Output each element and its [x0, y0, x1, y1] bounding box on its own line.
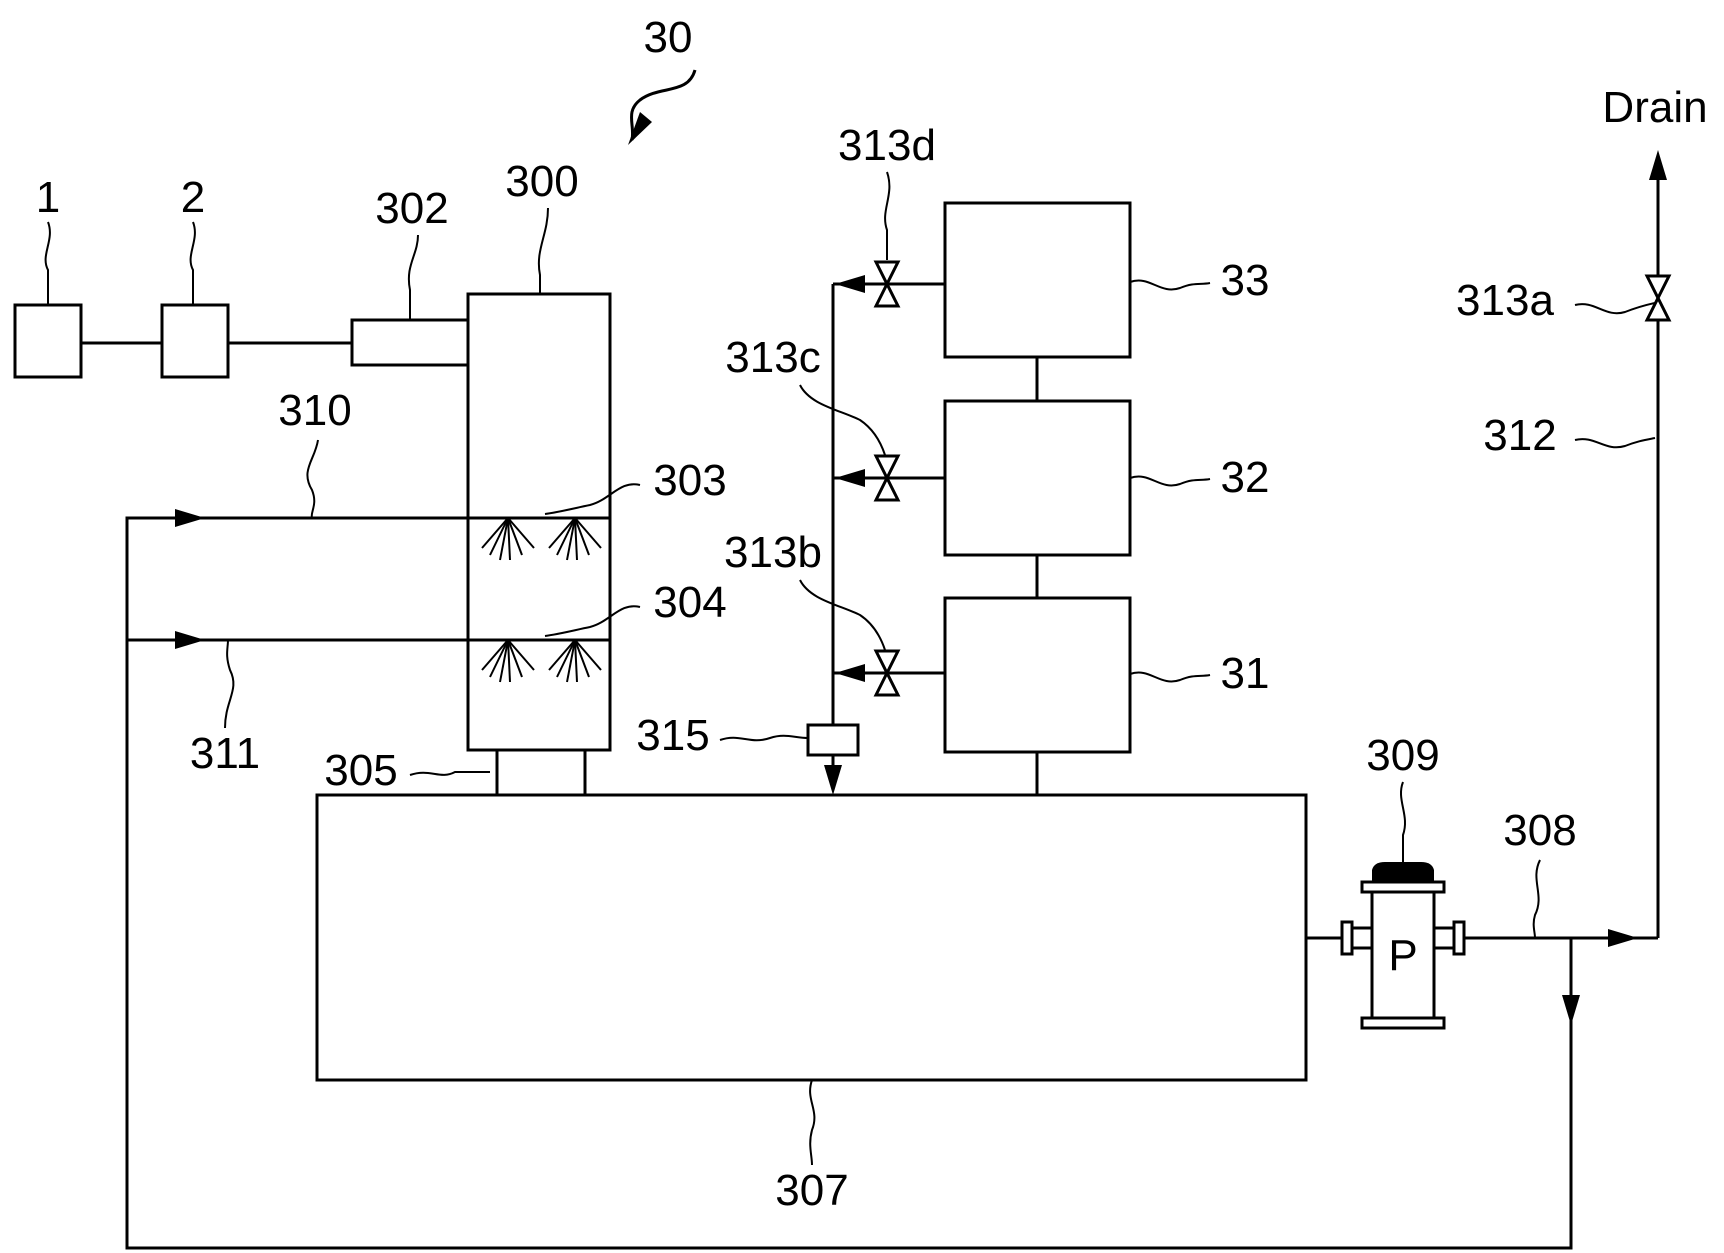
label-307: 307 — [775, 1166, 848, 1215]
leader-312 — [1575, 438, 1655, 447]
leader-309 — [1401, 782, 1405, 862]
leader-unit-2 — [191, 222, 195, 305]
pump-top-plate — [1362, 882, 1444, 892]
arrow-311 — [175, 631, 205, 649]
label-309: 309 — [1366, 731, 1439, 780]
leader-302 — [409, 235, 418, 320]
label-drain: Drain — [1602, 83, 1707, 132]
pump-symbol-p: P — [1388, 931, 1417, 980]
leader-311 — [225, 640, 233, 728]
label-32: 32 — [1221, 453, 1270, 502]
label-312: 312 — [1483, 411, 1556, 460]
label-304: 304 — [653, 578, 726, 627]
pump-outlet-stub — [1434, 928, 1454, 948]
label-unit-2: 2 — [181, 173, 205, 222]
arrow-branch-33 — [835, 275, 865, 293]
leader-31 — [1130, 672, 1210, 681]
sensor-315 — [808, 725, 858, 755]
label-303: 303 — [653, 456, 726, 505]
label-system-30: 30 — [644, 13, 693, 62]
unit-32-box — [945, 401, 1130, 555]
label-313b: 313b — [724, 528, 822, 577]
leader-33 — [1130, 280, 1210, 289]
leader-313d — [885, 172, 889, 260]
arrow-branch-32 — [835, 469, 865, 487]
label-302: 302 — [375, 184, 448, 233]
unit-1-box — [15, 305, 81, 377]
arrow-315-to-tank — [824, 765, 842, 795]
label-311: 311 — [190, 729, 260, 778]
label-313d: 313d — [838, 121, 936, 170]
leader-315 — [720, 736, 808, 741]
label-313a: 313a — [1456, 276, 1554, 325]
label-315: 315 — [636, 711, 709, 760]
leader-305 — [410, 772, 490, 775]
leader-310 — [307, 440, 318, 518]
label-305: 305 — [324, 746, 397, 795]
tower-300 — [468, 294, 610, 750]
leader-313b — [800, 580, 885, 650]
pump-inlet-stub — [1352, 928, 1372, 948]
inlet-302 — [352, 320, 468, 365]
pump-bottom-plate — [1362, 1018, 1444, 1028]
arrow-branch-31 — [835, 664, 865, 682]
leader-300 — [539, 208, 548, 294]
label-308: 308 — [1503, 806, 1576, 855]
pump-flange-right — [1454, 922, 1464, 954]
leader-307 — [810, 1080, 814, 1165]
unit-33-box — [945, 203, 1130, 357]
label-31: 31 — [1221, 649, 1270, 698]
arrow-drain — [1649, 150, 1667, 180]
label-300: 300 — [505, 157, 578, 206]
valve-313a-icon — [1647, 276, 1669, 320]
leader-unit-1 — [46, 222, 50, 305]
label-unit-1: 1 — [36, 173, 60, 222]
leader-32 — [1130, 476, 1210, 485]
arrow-308 — [1608, 929, 1638, 947]
tank-307 — [317, 795, 1306, 1080]
arrow-return-down — [1562, 995, 1580, 1025]
leader-313a — [1575, 303, 1655, 313]
unit-2-box — [162, 305, 228, 377]
arrow-310 — [175, 509, 205, 527]
label-313c: 313c — [725, 333, 820, 382]
leader-308 — [1534, 860, 1540, 938]
unit-31-box — [945, 598, 1130, 752]
pump-motor-cap — [1372, 862, 1434, 882]
label-310: 310 — [278, 386, 351, 435]
label-33: 33 — [1221, 256, 1270, 305]
leader-313c — [800, 385, 885, 455]
